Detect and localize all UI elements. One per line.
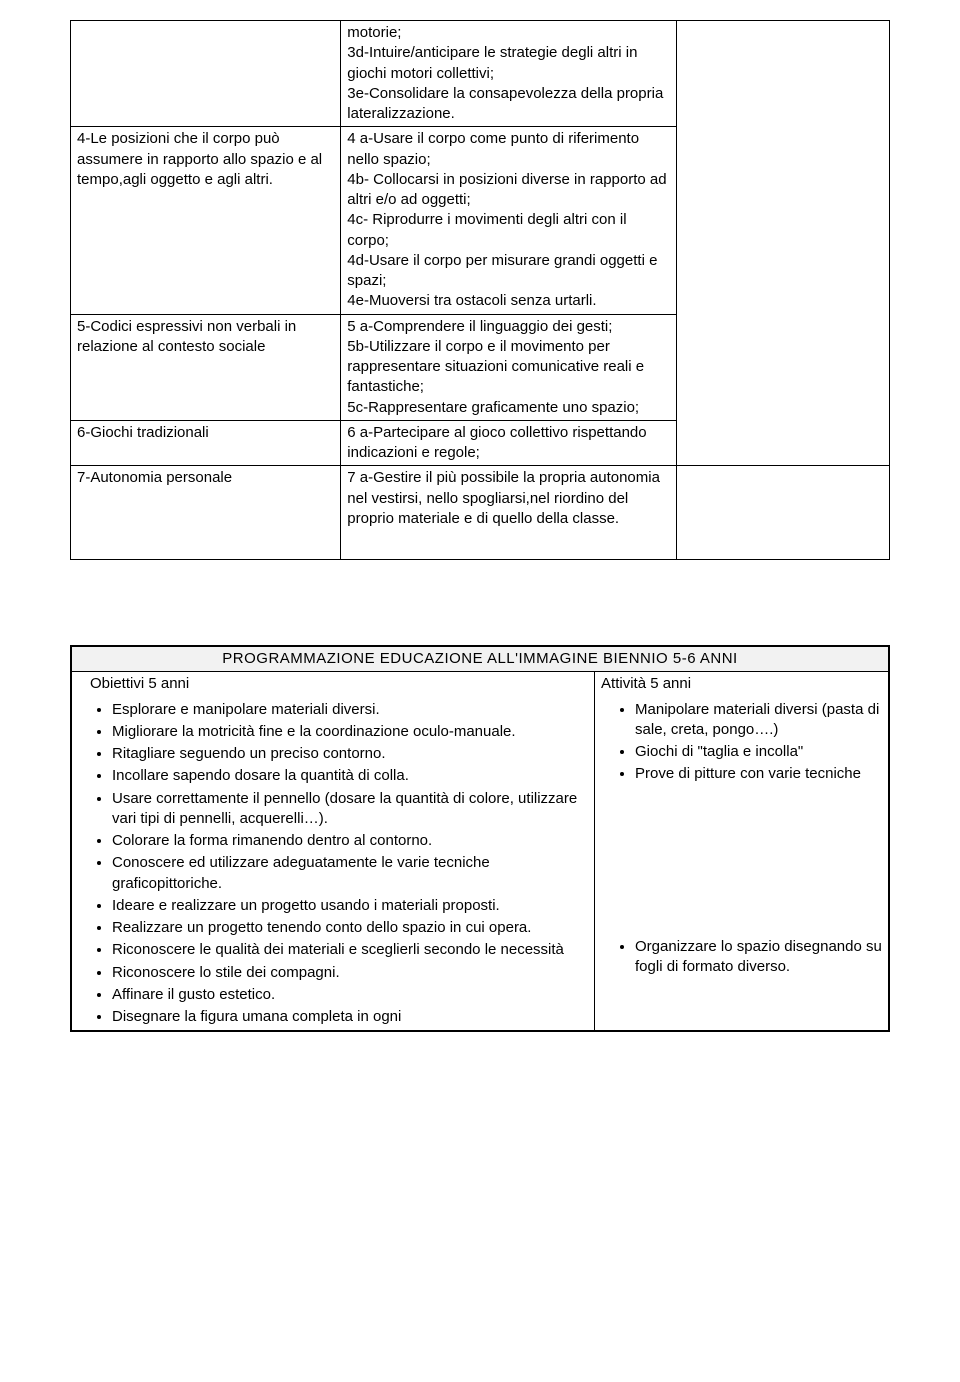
cell-topic — [71, 21, 341, 127]
list-item: Manipolare materiali diversi (pasta di s… — [635, 699, 882, 742]
list-item: Disegnare la figura umana completa in og… — [112, 1006, 588, 1028]
headers-row: Obiettivi 5 anni Attività 5 anni — [71, 672, 889, 697]
objectives-header: Obiettivi 5 anni — [71, 672, 595, 697]
list-item: Prove di pitture con varie tecniche — [635, 763, 882, 785]
list-item: Affinare il gusto estetico. — [112, 984, 588, 1006]
activities-list-bottom: Organizzare lo spazio disegnando su fogl… — [601, 936, 882, 979]
list-item: Realizzare un progetto tenendo conto del… — [112, 917, 588, 939]
cell-desc: motorie; 3d-Intuire/anticipare le strate… — [341, 21, 677, 127]
list-item: Ideare e realizzare un progetto usando i… — [112, 895, 588, 917]
cell-desc: 5 a-Comprendere il linguaggio dei gesti;… — [341, 314, 677, 420]
list-item: Colorare la forma rimanendo dentro al co… — [112, 830, 588, 852]
cell-desc: 4 a-Usare il corpo come punto di riferim… — [341, 127, 677, 314]
curriculum-table: motorie; 3d-Intuire/anticipare le strate… — [70, 20, 890, 560]
cell-topic: 5-Codici espressivi non verbali in relaz… — [71, 314, 341, 420]
list-item: Riconoscere le qualità dei materiali e s… — [112, 939, 588, 961]
activities-header: Attività 5 anni — [595, 672, 889, 697]
cell-empty — [677, 21, 890, 466]
cell-topic: 7-Autonomia personale — [71, 466, 341, 560]
activities-cell: Manipolare materiali diversi (pasta di s… — [595, 697, 889, 1032]
program-table: PROGRAMMAZIONE EDUCAZIONE ALL'IMMAGINE B… — [70, 645, 890, 1032]
list-item: Riconoscere lo stile dei compagni. — [112, 962, 588, 984]
section-title-row: PROGRAMMAZIONE EDUCAZIONE ALL'IMMAGINE B… — [71, 646, 889, 672]
objectives-cell: Esplorare e manipolare materiali diversi… — [71, 697, 595, 1032]
content-row: Esplorare e manipolare materiali diversi… — [71, 697, 889, 1032]
table-row: motorie; 3d-Intuire/anticipare le strate… — [71, 21, 890, 127]
objectives-list: Esplorare e manipolare materiali diversi… — [78, 699, 588, 1029]
list-item: Esplorare e manipolare materiali diversi… — [112, 699, 588, 721]
cell-topic: 4-Le posizioni che il corpo può assumere… — [71, 127, 341, 314]
list-item: Ritagliare seguendo un preciso contorno. — [112, 743, 588, 765]
list-item: Conoscere ed utilizzare adeguatamente le… — [112, 852, 588, 895]
list-item: Incollare sapendo dosare la quantità di … — [112, 765, 588, 787]
cell-desc: 6 a-Partecipare al gioco collettivo risp… — [341, 420, 677, 466]
list-item: Organizzare lo spazio disegnando su fogl… — [635, 936, 882, 979]
cell-topic: 6-Giochi tradizionali — [71, 420, 341, 466]
list-item: Usare correttamente il pennello (dosare … — [112, 788, 588, 831]
list-item: Giochi di "taglia e incolla" — [635, 741, 882, 763]
cell-desc: 7 a-Gestire il più possibile la propria … — [341, 466, 677, 560]
table-row: 7-Autonomia personale 7 a-Gestire il più… — [71, 466, 890, 560]
activities-list-top: Manipolare materiali diversi (pasta di s… — [601, 699, 882, 786]
cell-empty — [677, 466, 890, 560]
list-item: Migliorare la motricità fine e la coordi… — [112, 721, 588, 743]
section-title: PROGRAMMAZIONE EDUCAZIONE ALL'IMMAGINE B… — [71, 646, 889, 672]
